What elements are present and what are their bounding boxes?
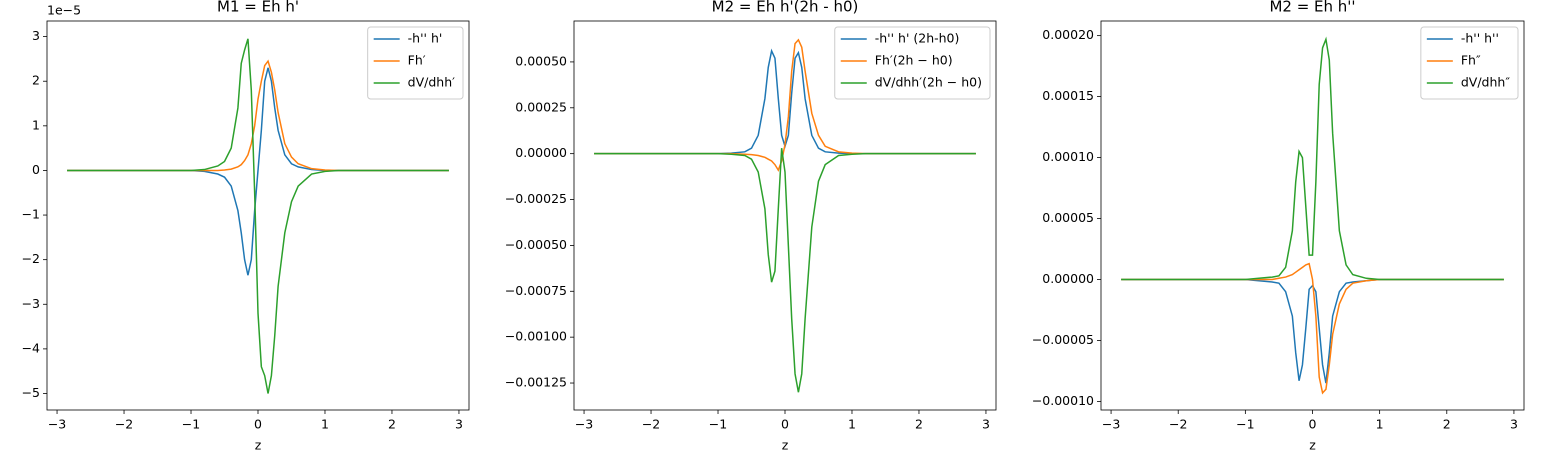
x-tick-label: 3 [982,417,990,432]
x-tick-label: −2 [1169,417,1187,432]
legend-label: Fh′ [408,53,426,68]
y-tick-label: 0.00050 [515,53,567,68]
legend-frame [1420,26,1519,100]
x-tick-label: 3 [455,417,463,432]
y-tick-label: −0.00100 [505,329,567,344]
chart-title: M2 = Eh h'(2h - h0) [712,0,859,16]
x-tick-label: −1 [709,417,727,432]
x-tick-label: −1 [182,417,200,432]
x-tick-label: −3 [575,417,593,432]
y-tick-label: −0.00050 [505,237,567,252]
x-tick-label: 2 [388,417,396,432]
y-tick-label: −0.00010 [1032,393,1094,408]
series-line [594,148,976,393]
x-tick-label: 2 [915,417,923,432]
legend-label: dV/dhh′ [408,75,455,90]
x-tick-label: 0 [1309,417,1317,432]
y-tick-label: 0.00025 [515,99,567,114]
y-tick-label: −3 [22,296,40,311]
x-tick-label: 0 [781,417,789,432]
series-line [67,67,449,276]
y-tick-label: −0.00075 [505,283,567,298]
x-tick-label: −1 [1236,417,1254,432]
y-tick-label: 1 [32,117,40,132]
legend-frame [834,26,991,100]
series-line [1121,36,1504,281]
x-tick-label: 1 [321,417,329,432]
chart-title: M2 = Eh h'' [1269,0,1355,16]
y-tick-label: −4 [22,340,40,355]
legend: -h'' h' (2h-h0) Fh′(2h − h0) dV/dhh′(2h − … [834,26,991,100]
y-tick-label: 0.00005 [1042,210,1094,225]
y-tick-label: 0.00000 [1042,271,1094,286]
y-tick-label: −0.00125 [505,375,567,390]
series-line [67,38,449,394]
legend-label: Fh″ [1461,53,1481,68]
series-line [1121,262,1504,395]
y-tick-label: −2 [22,251,40,266]
x-axis-label: z [782,438,789,450]
x-axis-label: z [255,438,262,450]
series-line [67,59,449,172]
x-tick-label: −2 [115,417,133,432]
y-tick-label: 0.00000 [515,145,567,160]
axes-frame [1100,20,1525,411]
y-tick-label: 0.00015 [1042,88,1094,103]
x-tick-label: 1 [1376,417,1384,432]
chart-title: M1 = Eh h' [217,0,299,16]
axes-frame [46,20,470,411]
y-tick-label: 0.00020 [1042,27,1094,42]
legend-label: -h'' h'' [1461,31,1499,46]
x-tick-label: −3 [48,417,66,432]
y-offset-label: 1e−5 [47,3,81,18]
legend-label: dV/dhh″ [1461,75,1510,90]
y-tick-label: −0.00005 [1032,332,1094,347]
legend-label: dV/dhh′(2h − h0) [875,75,982,90]
y-tick-label: 0.00010 [1042,149,1094,164]
legend: -h'' h'' Fh″ dV/dhh″ [1420,26,1519,100]
y-tick-label: 0 [32,162,40,177]
y-tick-label: −1 [22,207,40,222]
legend-label: Fh′(2h − h0) [875,53,953,68]
legend-label: -h'' h' [408,31,443,46]
y-tick-label: −5 [22,385,40,400]
legend-frame [367,26,464,100]
x-tick-label: 3 [1510,417,1518,432]
x-tick-label: 0 [254,417,262,432]
x-axis-label: z [1309,438,1316,450]
legend-label: -h'' h' (2h-h0) [875,31,960,46]
x-tick-label: 2 [1443,417,1451,432]
y-tick-label: 3 [32,28,40,43]
x-tick-label: −2 [642,417,660,432]
y-tick-label: −0.00025 [505,191,567,206]
x-tick-label: −3 [1102,417,1120,432]
x-tick-label: 1 [848,417,856,432]
y-tick-label: 2 [32,73,40,88]
legend: -h'' h' Fh′ dV/dhh′ [367,26,464,100]
axes-frame [573,20,997,411]
